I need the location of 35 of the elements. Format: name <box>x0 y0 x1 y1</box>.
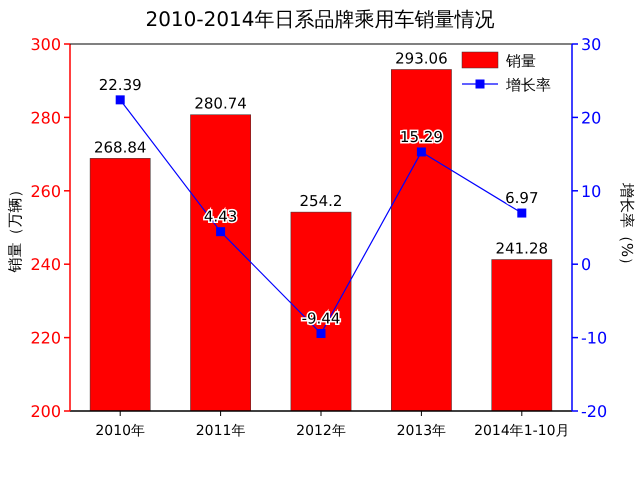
y2-tick-label: -20 <box>581 402 608 421</box>
x-tick-label: 2014年1-10月 <box>474 423 570 439</box>
data-label: 280.74 <box>194 94 247 113</box>
y2-tick-label: -10 <box>581 328 608 348</box>
x-tick-label: 2011年 <box>196 423 246 439</box>
y2-tick-label: 0 <box>581 255 592 274</box>
legend-label: 销量 <box>505 52 536 70</box>
x-tick-label: 2012年 <box>296 423 346 439</box>
point <box>416 147 426 156</box>
data-label: 241.28 <box>496 240 548 258</box>
y2-tick-label: 20 <box>581 108 602 128</box>
y-axis-title: 销量（万辆） <box>6 182 24 274</box>
y2-axis-title: 增长率（%） <box>618 182 636 272</box>
data-label: 293.06 <box>395 49 448 68</box>
point <box>216 227 226 236</box>
data-label: 254.2 <box>300 192 342 210</box>
point <box>517 208 526 218</box>
data-label: 22.39 <box>98 76 142 94</box>
x-tick-label: 2013年 <box>396 423 446 439</box>
y-tick-label: 280 <box>30 108 61 128</box>
y2-tick-label: 30 <box>581 35 602 54</box>
chart-title: 2010-2014年日系品牌乘用车销量情况 <box>145 7 495 31</box>
y-tick-label: 220 <box>30 328 61 348</box>
y-tick-label: 240 <box>30 255 61 274</box>
data-label: 15.29 <box>400 128 443 146</box>
y2-tick-label: 10 <box>581 182 602 201</box>
data-label: 6.97 <box>505 189 539 208</box>
y-tick-label: 300 <box>30 35 61 54</box>
x-tick-label: 2010年 <box>95 423 146 439</box>
legend-label: 增长率 <box>505 76 551 94</box>
point <box>116 95 125 104</box>
y-tick-label: 260 <box>30 182 61 201</box>
data-label: 268.84 <box>94 138 146 156</box>
point <box>316 328 326 338</box>
y-tick-label: 200 <box>30 402 61 421</box>
